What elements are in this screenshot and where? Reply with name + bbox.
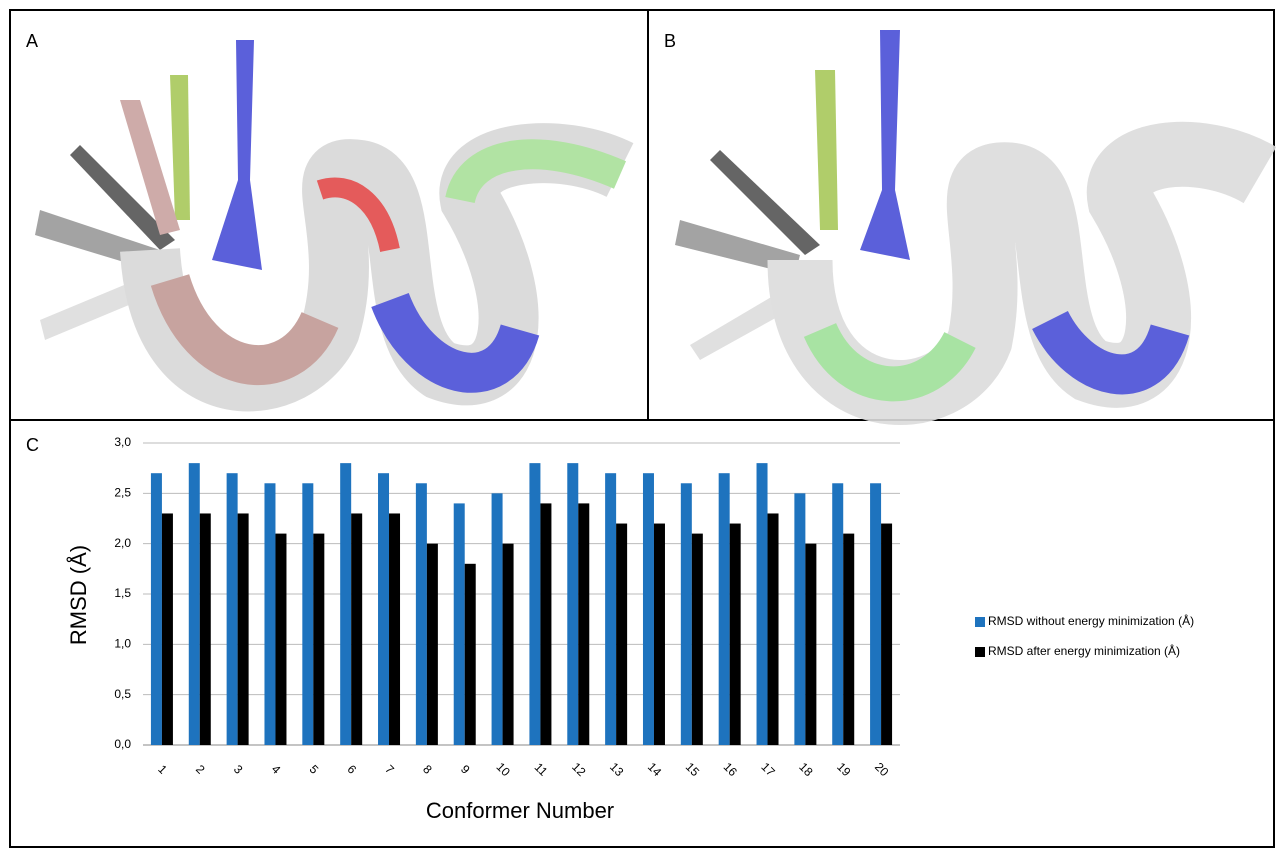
bar: [454, 503, 465, 745]
bar: [427, 544, 438, 745]
panel-label: A: [26, 31, 38, 51]
legend-label: RMSD without energy minimization (Å): [988, 613, 1194, 628]
bar: [416, 483, 427, 745]
bar: [832, 483, 843, 745]
bar: [529, 463, 540, 745]
bar: [275, 534, 286, 745]
bar: [843, 534, 854, 745]
bar: [654, 524, 665, 745]
legend-label: RMSD after energy minimization (Å): [988, 643, 1180, 658]
legend-swatch: [975, 647, 985, 657]
y-tick-label: 0,0: [114, 737, 131, 751]
page: A B C Conformer Number RMSD (Å) 0,0 0,5 1,…: [0, 0, 1276, 854]
y-tick-label: 0,5: [114, 687, 131, 701]
bar: [870, 483, 881, 745]
bar: [768, 513, 779, 745]
bar: [264, 483, 275, 745]
panel-label: B: [664, 31, 676, 51]
bar: [302, 483, 313, 745]
bar: [227, 473, 238, 745]
bar: [465, 564, 476, 745]
bar: [578, 503, 589, 745]
bar: [351, 513, 362, 745]
bar: [567, 463, 578, 745]
bar: [616, 524, 627, 745]
bar: [151, 473, 162, 745]
bar: [730, 524, 741, 745]
bar: [643, 473, 654, 745]
bar: [162, 513, 173, 745]
figure: A B C Conformer Number RMSD (Å) 0,0 0,5 1,…: [0, 0, 1276, 849]
bar: [200, 513, 211, 745]
bar: [692, 534, 703, 745]
y-axis-title: RMSD (Å): [66, 545, 91, 645]
bar: [794, 493, 805, 745]
bar: [540, 503, 551, 745]
panel-label: C: [26, 435, 39, 455]
bar: [378, 473, 389, 745]
bar: [503, 544, 514, 745]
bar: [492, 493, 503, 745]
bar: [238, 513, 249, 745]
bar: [719, 473, 730, 745]
bar: [313, 534, 324, 745]
bar: [605, 473, 616, 745]
bar: [340, 463, 351, 745]
bar: [681, 483, 692, 745]
y-tick-label: 2,5: [114, 486, 131, 500]
bar: [757, 463, 768, 745]
bar: [805, 544, 816, 745]
bar: [189, 463, 200, 745]
y-tick-label: 3,0: [114, 435, 131, 449]
y-tick-label: 1,0: [114, 637, 131, 651]
y-tick-label: 1,5: [114, 586, 131, 600]
legend-swatch: [975, 617, 985, 627]
x-axis-title: Conformer Number: [426, 798, 614, 823]
bar: [881, 524, 892, 745]
bar: [389, 513, 400, 745]
y-tick-label: 2,0: [114, 536, 131, 550]
